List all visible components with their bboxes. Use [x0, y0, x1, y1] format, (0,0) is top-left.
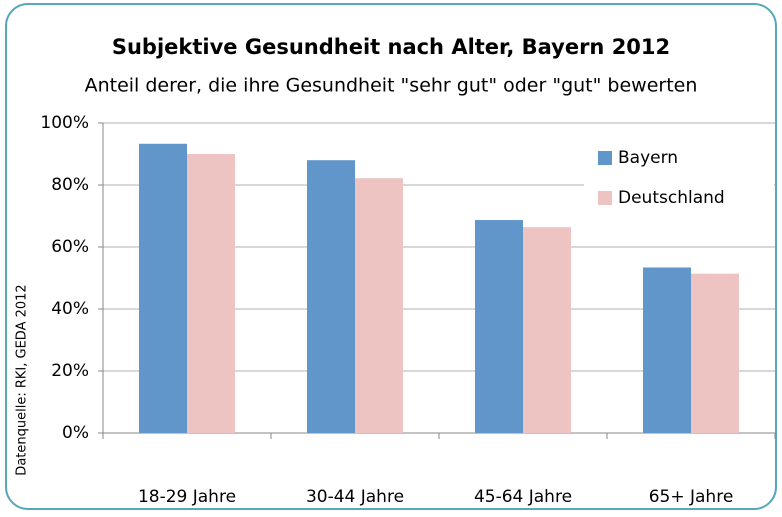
y-tick-label: 20%: [51, 361, 89, 381]
legend-label: Deutschland: [618, 188, 725, 208]
bar: [187, 154, 235, 433]
x-tick-label: 30-44 Jahre: [306, 487, 404, 507]
x-tick-label: 65+ Jahre: [649, 487, 734, 507]
y-tick-label: 80%: [51, 175, 89, 195]
bar: [475, 220, 523, 433]
chart-title: Subjektive Gesundheit nach Alter, Bayern…: [112, 35, 670, 59]
bar: [139, 143, 187, 433]
legend-swatch: [598, 191, 612, 205]
bar: [691, 273, 739, 433]
y-tick-label: 100%: [40, 113, 89, 133]
legend-swatch: [598, 151, 612, 165]
bar: [307, 160, 355, 433]
y-tick-label: 40%: [51, 299, 89, 319]
bar: [523, 227, 571, 433]
legend-box: [584, 140, 774, 216]
bar: [355, 178, 403, 433]
y-tick-label: 60%: [51, 237, 89, 257]
x-tick-label: 18-29 Jahre: [138, 487, 236, 507]
y-tick-label: 0%: [62, 423, 89, 443]
chart-subtitle: Anteil derer, die ihre Gesundheit "sehr …: [85, 75, 698, 97]
legend-label: Bayern: [618, 148, 678, 168]
source-note: Datenquelle: RKI, GEDA 2012: [15, 284, 30, 475]
bar: [643, 267, 691, 433]
x-tick-label: 45-64 Jahre: [474, 487, 572, 507]
